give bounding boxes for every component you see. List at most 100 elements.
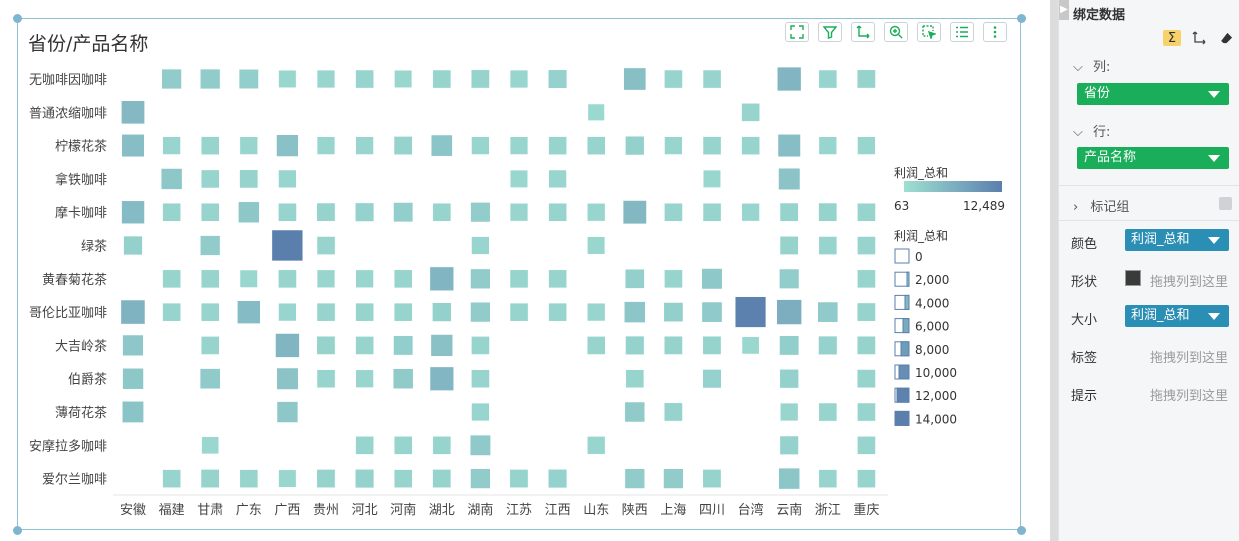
- heatmap-cell: [355, 69, 374, 89]
- x-tick-label: 台湾: [738, 502, 764, 518]
- heatmap-cell: [470, 468, 491, 489]
- heatmap-cell: [470, 69, 490, 89]
- x-tick-label: 河南: [390, 502, 416, 518]
- shape-drop-placeholder[interactable]: 拖拽列到这里: [1149, 275, 1228, 290]
- size-legend-label: 6,000: [915, 320, 949, 334]
- label-drop-placeholder[interactable]: 拖拽列到这里: [1149, 351, 1228, 366]
- marks-group-section[interactable]: › 标记组: [1073, 196, 1129, 215]
- list-icon[interactable]: [950, 22, 974, 42]
- size-legend-title: 利润_总和: [894, 229, 948, 243]
- size-field-value: 利润_总和: [1131, 308, 1190, 323]
- more-icon[interactable]: [983, 22, 1007, 42]
- x-tick-label: 广东: [236, 503, 262, 518]
- resize-handle-bottom-left[interactable]: [13, 526, 22, 535]
- size-legend-fill: [894, 410, 910, 426]
- tooltip-drop-placeholder[interactable]: 拖拽列到这里: [1149, 389, 1228, 404]
- size-legend-label: 10,000: [915, 366, 957, 380]
- chart-frame[interactable]: [17, 18, 1021, 530]
- color-legend-bar: [904, 181, 1002, 192]
- divider: [1059, 185, 1239, 186]
- sum-icon[interactable]: Σ: [1163, 30, 1181, 46]
- heatmap-cell: [393, 335, 414, 356]
- heatmap-cell: [355, 269, 374, 288]
- x-tick-label: 贵州: [313, 503, 339, 518]
- heatmap-cell: [702, 136, 722, 155]
- heatmap-cell: [509, 203, 529, 222]
- heatmap-cell: [664, 269, 683, 289]
- panel-divider-bar[interactable]: [1050, 0, 1058, 541]
- heatmap-cell: [548, 302, 567, 322]
- rows-field-pill[interactable]: 产品名称: [1077, 147, 1229, 169]
- heatmap-cell: [857, 202, 876, 222]
- resize-handle-bottom-right[interactable]: [1017, 526, 1026, 535]
- columns-section[interactable]: ⌵ 列:: [1073, 56, 1110, 75]
- heatmap-cell: [587, 103, 605, 121]
- heatmap-cell: [200, 202, 220, 222]
- heatmap-cell: [857, 469, 876, 488]
- heatmap-cell: [200, 169, 220, 189]
- heatmap-cell: [548, 202, 567, 222]
- heatmap-cell: [239, 136, 258, 155]
- heatmap-cell: [162, 302, 181, 322]
- heatmap-cell: [239, 269, 258, 288]
- eraser-icon[interactable]: [1217, 30, 1235, 46]
- dropdown-arrow-icon[interactable]: [1208, 313, 1220, 320]
- select-icon[interactable]: [917, 22, 941, 42]
- x-tick-label: 湖北: [429, 503, 455, 518]
- divider: [1059, 220, 1239, 221]
- heatmap-cell: [200, 136, 220, 155]
- x-tick-label: 湖南: [467, 502, 493, 518]
- dropdown-arrow-icon[interactable]: [1208, 155, 1220, 162]
- heatmap-cell: [355, 336, 374, 355]
- heatmap-cell: [432, 302, 452, 322]
- swap-axes-icon[interactable]: [851, 22, 875, 42]
- heatmap-cell: [429, 266, 454, 291]
- mode-icons: Σ: [1163, 30, 1235, 46]
- heatmap-cell: [779, 202, 799, 222]
- filter-icon[interactable]: [818, 22, 842, 42]
- heatmap-cell: [779, 369, 799, 389]
- size-legend-label: 0: [915, 250, 923, 264]
- size-legend-fill: [898, 364, 910, 380]
- heatmap-cell: [316, 269, 336, 288]
- heatmap-cell: [393, 469, 413, 488]
- heatmap-cell: [470, 268, 491, 289]
- rows-section[interactable]: ⌵ 行:: [1073, 121, 1110, 140]
- color-field-pill[interactable]: 利润_总和: [1125, 229, 1229, 251]
- heatmap-cell: [625, 335, 645, 355]
- size-legend-swatch: [894, 248, 910, 264]
- resize-handle-top-left[interactable]: [13, 14, 22, 23]
- heatmap-cell: [471, 402, 490, 422]
- shape-swatch[interactable]: [1125, 270, 1141, 286]
- heatmap-cell: [121, 100, 145, 125]
- heatmap-cell: [509, 69, 529, 89]
- heatmap-cell: [702, 369, 722, 389]
- columns-field-pill[interactable]: 省份: [1077, 83, 1229, 105]
- heatmap-cell: [316, 136, 336, 155]
- fullscreen-icon[interactable]: [785, 22, 809, 42]
- dropdown-arrow-icon[interactable]: [1208, 237, 1220, 244]
- heatmap-cell: [471, 136, 490, 155]
- x-tick-label: 甘肃: [197, 503, 223, 518]
- heatmap-cell: [817, 301, 839, 323]
- marks-group-tag-icon[interactable]: [1219, 197, 1232, 210]
- heatmap-cell: [276, 134, 299, 157]
- heatmap-cell: [201, 436, 220, 455]
- x-tick-label: 浙江: [815, 503, 841, 518]
- resize-handle-top-right[interactable]: [1017, 14, 1026, 23]
- heatmap-cell: [701, 268, 723, 290]
- heatmap-cell: [818, 69, 838, 89]
- size-field-pill[interactable]: 利润_总和: [1125, 305, 1229, 327]
- collapse-arrow-icon[interactable]: ▶: [1059, 0, 1069, 20]
- heatmap-cell: [780, 402, 799, 422]
- zoom-in-icon[interactable]: [884, 22, 908, 42]
- heatmap-cell: [664, 69, 683, 89]
- heatmap-cell: [271, 229, 304, 262]
- dropdown-arrow-icon[interactable]: [1208, 91, 1220, 98]
- heatmap-cell: [663, 335, 683, 355]
- chart-title: 省份/产品名称: [28, 33, 149, 55]
- heatmap-cell: [278, 302, 297, 322]
- chevron-down-icon: ⌵: [1073, 60, 1083, 75]
- swap-axes-icon[interactable]: [1190, 30, 1208, 46]
- heatmap-cell: [355, 302, 374, 322]
